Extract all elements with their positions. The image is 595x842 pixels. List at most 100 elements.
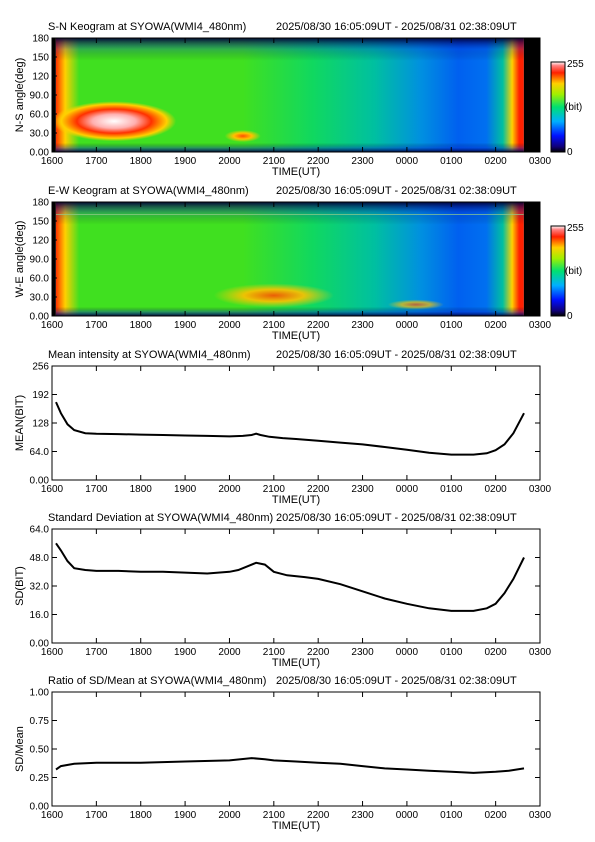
x-axis-label: TIME(UT) bbox=[272, 820, 320, 832]
x-tick-label: 0000 bbox=[396, 810, 419, 821]
y-tick-label: 180 bbox=[32, 34, 49, 45]
colorbar-max-label: 255 bbox=[567, 59, 584, 70]
panel-time-range: 2025/08/30 16:05:09UT - 2025/08/31 02:38… bbox=[276, 675, 517, 687]
colorbar-unit-label: (bit) bbox=[565, 266, 582, 277]
x-tick-label: 2200 bbox=[307, 647, 330, 658]
keogram-image bbox=[52, 38, 540, 152]
series-line bbox=[55, 757, 525, 774]
x-tick-label: 0100 bbox=[440, 156, 463, 167]
panel-title: Standard Deviation at SYOWA(WMI4_480nm) bbox=[48, 512, 273, 524]
y-tick-label: 150 bbox=[32, 53, 49, 64]
x-tick-label: 2200 bbox=[307, 156, 330, 167]
x-tick-label: 1900 bbox=[174, 810, 197, 821]
y-axis-label: SD/Mean bbox=[14, 726, 26, 772]
x-tick-label: 0100 bbox=[440, 647, 463, 658]
x-tick-label: 2100 bbox=[263, 320, 286, 331]
y-tick-label: 64.0 bbox=[30, 447, 50, 458]
panel-time-range: 2025/08/30 16:05:09UT - 2025/08/31 02:38… bbox=[276, 185, 517, 197]
x-tick-label: 2300 bbox=[351, 156, 374, 167]
x-tick-label: 1600 bbox=[41, 320, 64, 331]
panel-time-range: 2025/08/30 16:05:09UT - 2025/08/31 02:38… bbox=[276, 349, 517, 361]
x-tick-label: 1600 bbox=[41, 647, 64, 658]
keogram-edge-shade bbox=[55, 202, 524, 316]
x-axis-label: TIME(UT) bbox=[272, 494, 320, 506]
x-tick-label: 1800 bbox=[130, 320, 153, 331]
y-tick-label: 30.0 bbox=[30, 293, 50, 304]
series-line bbox=[55, 401, 525, 456]
keogram-image bbox=[52, 202, 540, 316]
y-tick-label: 0.75 bbox=[30, 716, 50, 727]
x-tick-label: 1600 bbox=[41, 484, 64, 495]
y-axis-label: SD(BIT) bbox=[14, 566, 26, 606]
x-tick-label: 1600 bbox=[41, 156, 64, 167]
x-tick-label: 1700 bbox=[85, 156, 108, 167]
y-tick-label: 0.00 bbox=[30, 312, 50, 323]
x-tick-label: 0000 bbox=[396, 320, 419, 331]
y-tick-label: 128 bbox=[32, 419, 49, 430]
y-tick-label: 0.00 bbox=[30, 802, 50, 813]
x-tick-label: 1900 bbox=[174, 647, 197, 658]
x-tick-label: 0000 bbox=[396, 484, 419, 495]
y-axis-label: MEAN(BIT) bbox=[14, 395, 26, 451]
x-tick-label: 0300 bbox=[529, 810, 552, 821]
x-tick-label: 1600 bbox=[41, 810, 64, 821]
x-tick-label: 0300 bbox=[529, 320, 552, 331]
colorbar-min-label: 0 bbox=[567, 311, 573, 322]
panel-title: Mean intensity at SYOWA(WMI4_480nm) bbox=[48, 349, 251, 361]
y-tick-label: 0.25 bbox=[30, 773, 50, 784]
panel-1: S-N Keogram at SYOWA(WMI4_480nm) 2025/08/… bbox=[14, 21, 584, 178]
colorbar-unit-label: (bit) bbox=[565, 102, 582, 113]
x-tick-label: 0200 bbox=[485, 647, 508, 658]
x-tick-label: 1700 bbox=[85, 810, 108, 821]
x-tick-label: 0100 bbox=[440, 810, 463, 821]
panel-title: Ratio of SD/Mean at SYOWA(WMI4_480nm) bbox=[48, 675, 266, 687]
y-tick-label: 120 bbox=[32, 236, 49, 247]
x-tick-label: 2100 bbox=[263, 156, 286, 167]
x-tick-label: 1800 bbox=[130, 647, 153, 658]
x-tick-label: 2200 bbox=[307, 810, 330, 821]
x-tick-label: 0200 bbox=[485, 320, 508, 331]
x-axis-label: TIME(UT) bbox=[272, 330, 320, 342]
x-tick-label: 2100 bbox=[263, 810, 286, 821]
x-tick-label: 1900 bbox=[174, 484, 197, 495]
x-tick-label: 2100 bbox=[263, 484, 286, 495]
plot-frame bbox=[51, 528, 541, 644]
x-axis-label: TIME(UT) bbox=[272, 166, 320, 178]
x-tick-label: 0100 bbox=[440, 320, 463, 331]
y-tick-label: 60.0 bbox=[30, 274, 50, 285]
x-axis-label: TIME(UT) bbox=[272, 657, 320, 669]
x-tick-label: 2200 bbox=[307, 320, 330, 331]
colorbar-max-label: 255 bbox=[567, 223, 584, 234]
x-tick-label: 0200 bbox=[485, 810, 508, 821]
x-tick-label: 1800 bbox=[130, 484, 153, 495]
x-tick-label: 2000 bbox=[218, 320, 241, 331]
colorbar bbox=[550, 61, 566, 153]
keogram-nodata bbox=[523, 38, 540, 152]
y-tick-label: 0.50 bbox=[30, 745, 50, 756]
panel-title: E-W Keogram at SYOWA(WMI4_480nm) bbox=[48, 185, 249, 197]
panel-time-range: 2025/08/30 16:05:09UT - 2025/08/31 02:38… bbox=[276, 512, 517, 524]
keogram-nodata bbox=[523, 202, 540, 316]
y-tick-label: 1.00 bbox=[30, 688, 50, 699]
x-tick-label: 0000 bbox=[396, 156, 419, 167]
panel-4: Standard Deviation at SYOWA(WMI4_480nm) 2… bbox=[14, 512, 552, 669]
panel-3: Mean intensity at SYOWA(WMI4_480nm) 2025/… bbox=[14, 349, 552, 506]
x-tick-label: 1700 bbox=[85, 320, 108, 331]
y-tick-label: 256 bbox=[32, 362, 49, 373]
x-tick-label: 0200 bbox=[485, 484, 508, 495]
y-tick-label: 90.0 bbox=[30, 255, 50, 266]
y-tick-label: 192 bbox=[32, 390, 49, 401]
panel-time-range: 2025/08/30 16:05:09UT - 2025/08/31 02:38… bbox=[276, 21, 517, 33]
x-tick-label: 2000 bbox=[218, 647, 241, 658]
x-tick-label: 0100 bbox=[440, 484, 463, 495]
x-tick-label: 2300 bbox=[351, 810, 374, 821]
x-tick-label: 2300 bbox=[351, 484, 374, 495]
x-tick-label: 1700 bbox=[85, 647, 108, 658]
x-tick-label: 2200 bbox=[307, 484, 330, 495]
plot-frame bbox=[51, 691, 541, 807]
x-tick-label: 2000 bbox=[218, 810, 241, 821]
colorbar bbox=[550, 225, 566, 317]
x-tick-label: 2000 bbox=[218, 156, 241, 167]
y-tick-label: 180 bbox=[32, 198, 49, 209]
x-tick-label: 2100 bbox=[263, 647, 286, 658]
